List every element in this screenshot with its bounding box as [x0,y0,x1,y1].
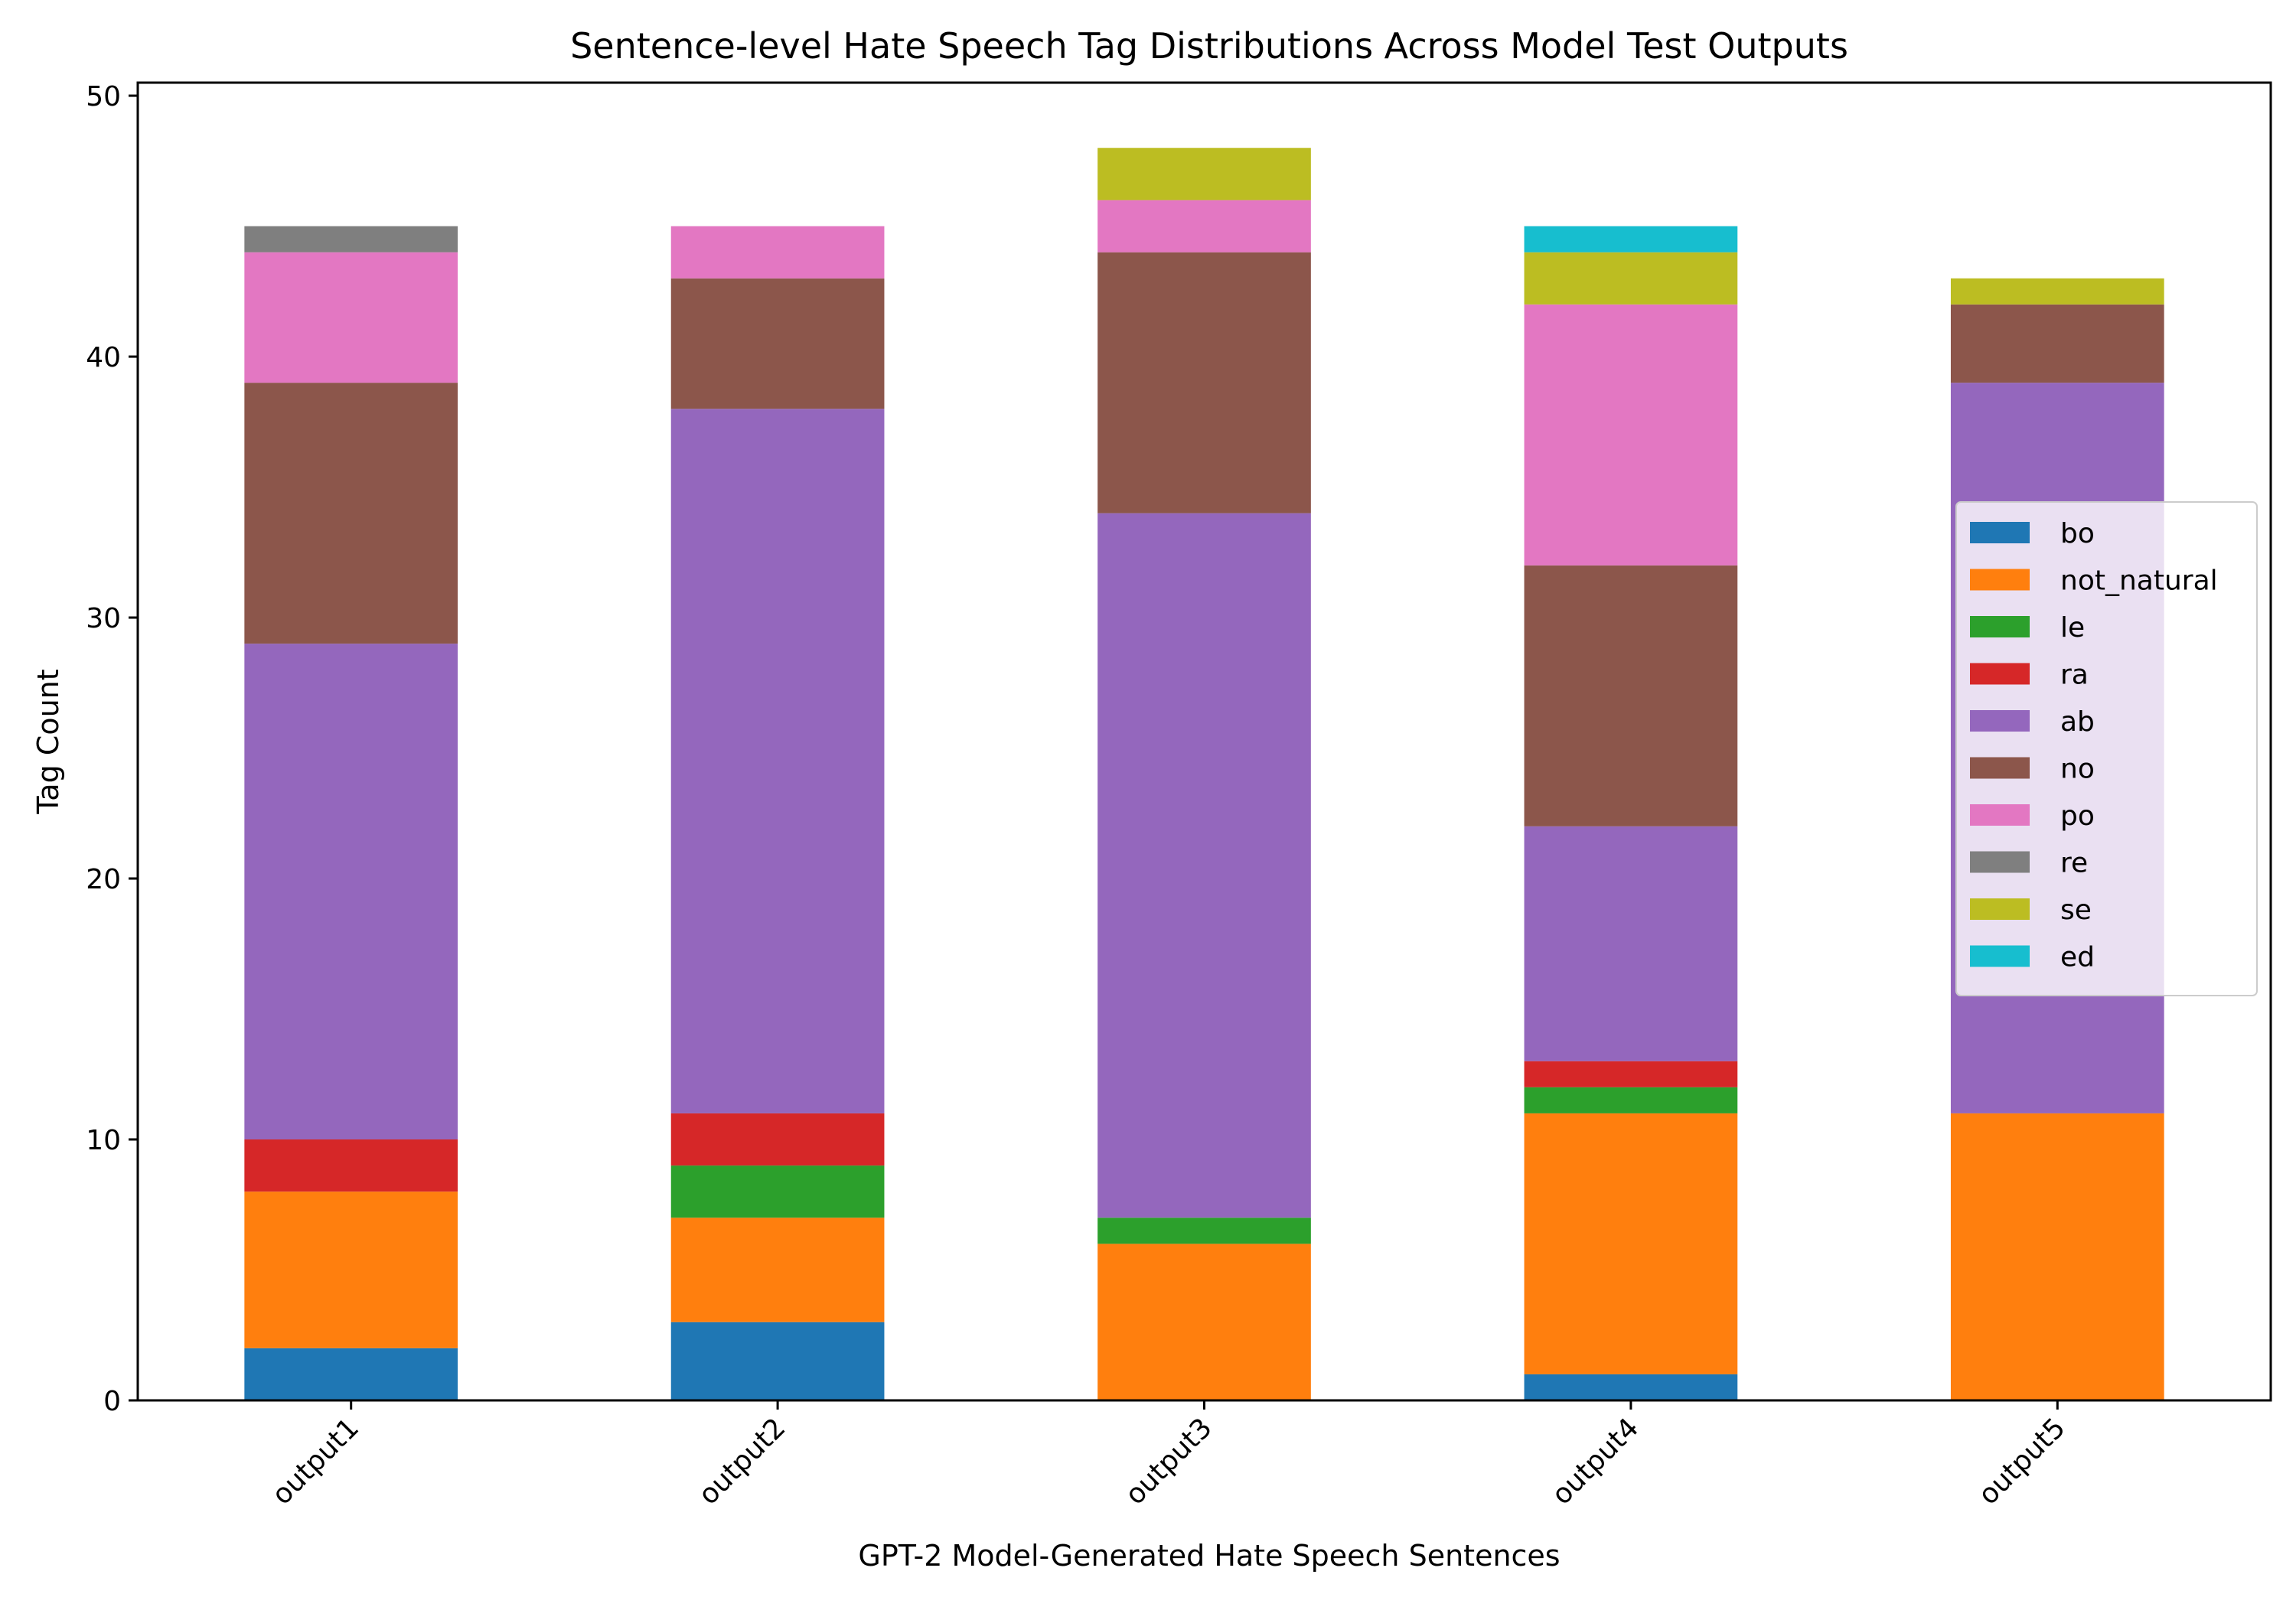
y-tick-label: 0 [103,1386,121,1417]
y-tick-label: 30 [86,603,121,634]
legend-swatch-re [1970,851,2030,873]
chart-title: Sentence-level Hate Speech Tag Distribut… [570,25,1848,67]
legend-label-re: re [2060,848,2088,879]
legend-swatch-po [1970,804,2030,826]
legend-label-not_natural: not_natural [2060,566,2218,597]
y-tick-label: 40 [86,342,121,373]
bar-segment-output3-po [1097,200,1311,253]
bar-segment-output3-ab [1097,513,1311,1218]
legend-swatch-ab [1970,710,2030,732]
y-tick-label: 50 [86,81,121,112]
legend-swatch-bo [1970,522,2030,543]
legend-label-se: se [2060,895,2092,926]
bar-segment-output4-ed [1524,226,1738,253]
legend-label-ab: ab [2060,706,2095,738]
bar-segment-output4-ra [1524,1061,1738,1087]
y-tick-label: 10 [86,1125,121,1156]
bar-segment-output2-no [670,278,885,409]
y-tick-label: 20 [86,864,121,895]
bar-segment-output2-po [670,226,885,279]
legend-swatch-ra [1970,663,2030,685]
bar-segment-output2-bo [670,1322,885,1400]
bar-segment-output3-not_natural [1097,1244,1311,1400]
bar-segment-output2-ra [670,1113,885,1166]
bar-segment-output1-not_natural [244,1191,458,1348]
bar-segment-output5-se [1950,278,2164,305]
legend-label-ra: ra [2060,660,2089,691]
bar-segment-output3-no [1097,252,1311,513]
legend-swatch-le [1970,616,2030,637]
bar-segment-output4-po [1524,304,1738,566]
legend-label-ed: ed [2060,942,2095,973]
bar-segment-output4-se [1524,252,1738,305]
y-axis: 0 10 20 30 40 50 [86,81,138,1417]
bar-segment-output4-no [1524,565,1738,826]
bar-segment-output1-re [244,226,458,253]
bar-segment-output1-ab [244,644,458,1140]
legend-swatch-ed [1970,945,2030,967]
bar-segment-output2-ab [670,409,885,1113]
bar-segment-output5-no [1950,304,2164,383]
bar-segment-output2-not_natural [670,1217,885,1322]
legend-label-le: le [2060,612,2085,644]
bar-segment-output1-no [244,383,458,644]
bar-segment-output3-le [1097,1217,1311,1244]
legend-label-no: no [2060,754,2095,785]
legend-swatch-not_natural [1970,569,2030,591]
legend-swatch-no [1970,757,2030,779]
y-axis-label: Tag Count [31,669,65,814]
bar-segment-output5-not_natural [1950,1113,2164,1400]
bar-segment-output4-ab [1524,826,1738,1061]
legend-swatch-se [1970,898,2030,920]
bar-segment-output4-le [1524,1087,1738,1113]
bar-segment-output4-bo [1524,1374,1738,1400]
bar-segment-output1-bo [244,1348,458,1400]
x-axis-label: GPT-2 Model-Generated Hate Speech Senten… [858,1539,1560,1573]
legend-label-bo: bo [2060,518,2095,549]
bar-segment-output3-se [1097,148,1311,200]
bar-segment-output1-ra [244,1139,458,1192]
bar-segment-output2-le [670,1165,885,1218]
bar-segment-output1-po [244,252,458,383]
bar-segment-output4-not_natural [1524,1113,1738,1374]
legend-label-po: po [2060,800,2095,832]
legend-box [1955,501,2258,996]
